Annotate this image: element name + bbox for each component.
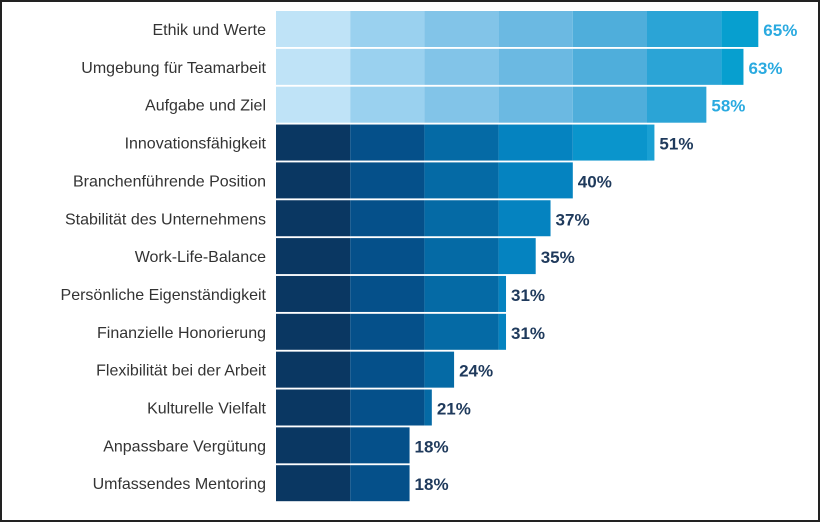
category-label: Anpassbare Vergütung (103, 438, 266, 455)
bar-segment (498, 238, 536, 275)
bar-segment (350, 465, 410, 502)
bar-segment (572, 11, 647, 47)
bar-segment (498, 11, 573, 47)
category-label: Kulturelle Vielfalt (147, 401, 266, 418)
bar-segment (350, 86, 425, 123)
bar-segment (350, 389, 425, 426)
value-label: 63% (748, 59, 782, 78)
bar-segment (498, 200, 551, 237)
bar-segment (498, 48, 573, 85)
bar-segment (276, 124, 351, 161)
bar-segment (276, 389, 351, 426)
value-label: 18% (415, 437, 449, 456)
value-label: 24% (459, 362, 493, 381)
bar-segment (350, 275, 425, 312)
bar-segment (647, 11, 722, 47)
category-label: Stabilität des Unternehmens (65, 211, 266, 228)
bar-segment (350, 313, 425, 350)
bar-segment (424, 48, 499, 85)
category-label: Work-Life-Balance (135, 249, 266, 266)
bar-segment (424, 162, 499, 199)
category-label: Persönliche Eigenständigkeit (61, 287, 267, 304)
bar-segment (647, 124, 655, 161)
bar-segment (350, 200, 425, 237)
category-label: Branchenführende Position (73, 173, 266, 190)
bar-segment (276, 238, 351, 275)
bar-segment (276, 465, 351, 502)
bar-segment (424, 86, 499, 123)
bar-segment (350, 238, 425, 275)
bar-segment (721, 48, 744, 85)
bar-segment (498, 162, 573, 199)
value-label: 21% (437, 400, 471, 419)
value-label: 58% (711, 97, 745, 116)
category-label: Ethik und Werte (152, 22, 266, 39)
value-label: 18% (415, 475, 449, 494)
bar-segment (276, 275, 351, 312)
bar-segment (424, 351, 455, 388)
bar-segment (424, 313, 499, 350)
category-label: Innovationsfähigkeit (125, 136, 267, 153)
bar-segment (424, 11, 499, 47)
bar-segment (424, 275, 499, 312)
bar-segment (350, 11, 425, 47)
category-label: Umfassendes Mentoring (93, 476, 266, 493)
bar-segment (424, 389, 432, 426)
bar-segment (276, 200, 351, 237)
category-label: Aufgabe und Ziel (145, 98, 266, 115)
value-label: 51% (659, 135, 693, 154)
bar-segment (424, 124, 499, 161)
bar-segment (572, 86, 647, 123)
bar-segment (350, 124, 425, 161)
category-label: Umgebung für Teamarbeit (81, 60, 266, 77)
bar-segment (498, 313, 507, 350)
bar-segment (647, 86, 707, 123)
bar-segment (276, 351, 351, 388)
value-label: 31% (511, 324, 545, 343)
bar-segment (350, 351, 425, 388)
bar-segment (424, 200, 499, 237)
bar-segment (276, 11, 351, 47)
bar-segment (276, 48, 351, 85)
value-label: 65% (763, 21, 797, 40)
bar-segment (498, 124, 573, 161)
bar-segment (572, 48, 647, 85)
bar-segment (350, 48, 425, 85)
category-label: Finanzielle Honorierung (97, 325, 266, 342)
value-label: 40% (578, 172, 612, 191)
bar-segment (572, 124, 647, 161)
bar-segment (424, 238, 499, 275)
bar-segment (647, 48, 722, 85)
bar-segment (721, 11, 759, 47)
value-label: 35% (541, 248, 575, 267)
bar-segment (276, 162, 351, 199)
category-label: Flexibilität bei der Arbeit (96, 363, 266, 380)
bar-segment (498, 275, 507, 312)
bar-segment (276, 313, 351, 350)
bar-segment (350, 427, 410, 464)
value-label: 37% (556, 210, 590, 229)
value-label: 31% (511, 286, 545, 305)
bar-segment (498, 86, 573, 123)
bar-segment (276, 427, 351, 464)
bar-segment (350, 162, 425, 199)
bar-segment (276, 86, 351, 123)
